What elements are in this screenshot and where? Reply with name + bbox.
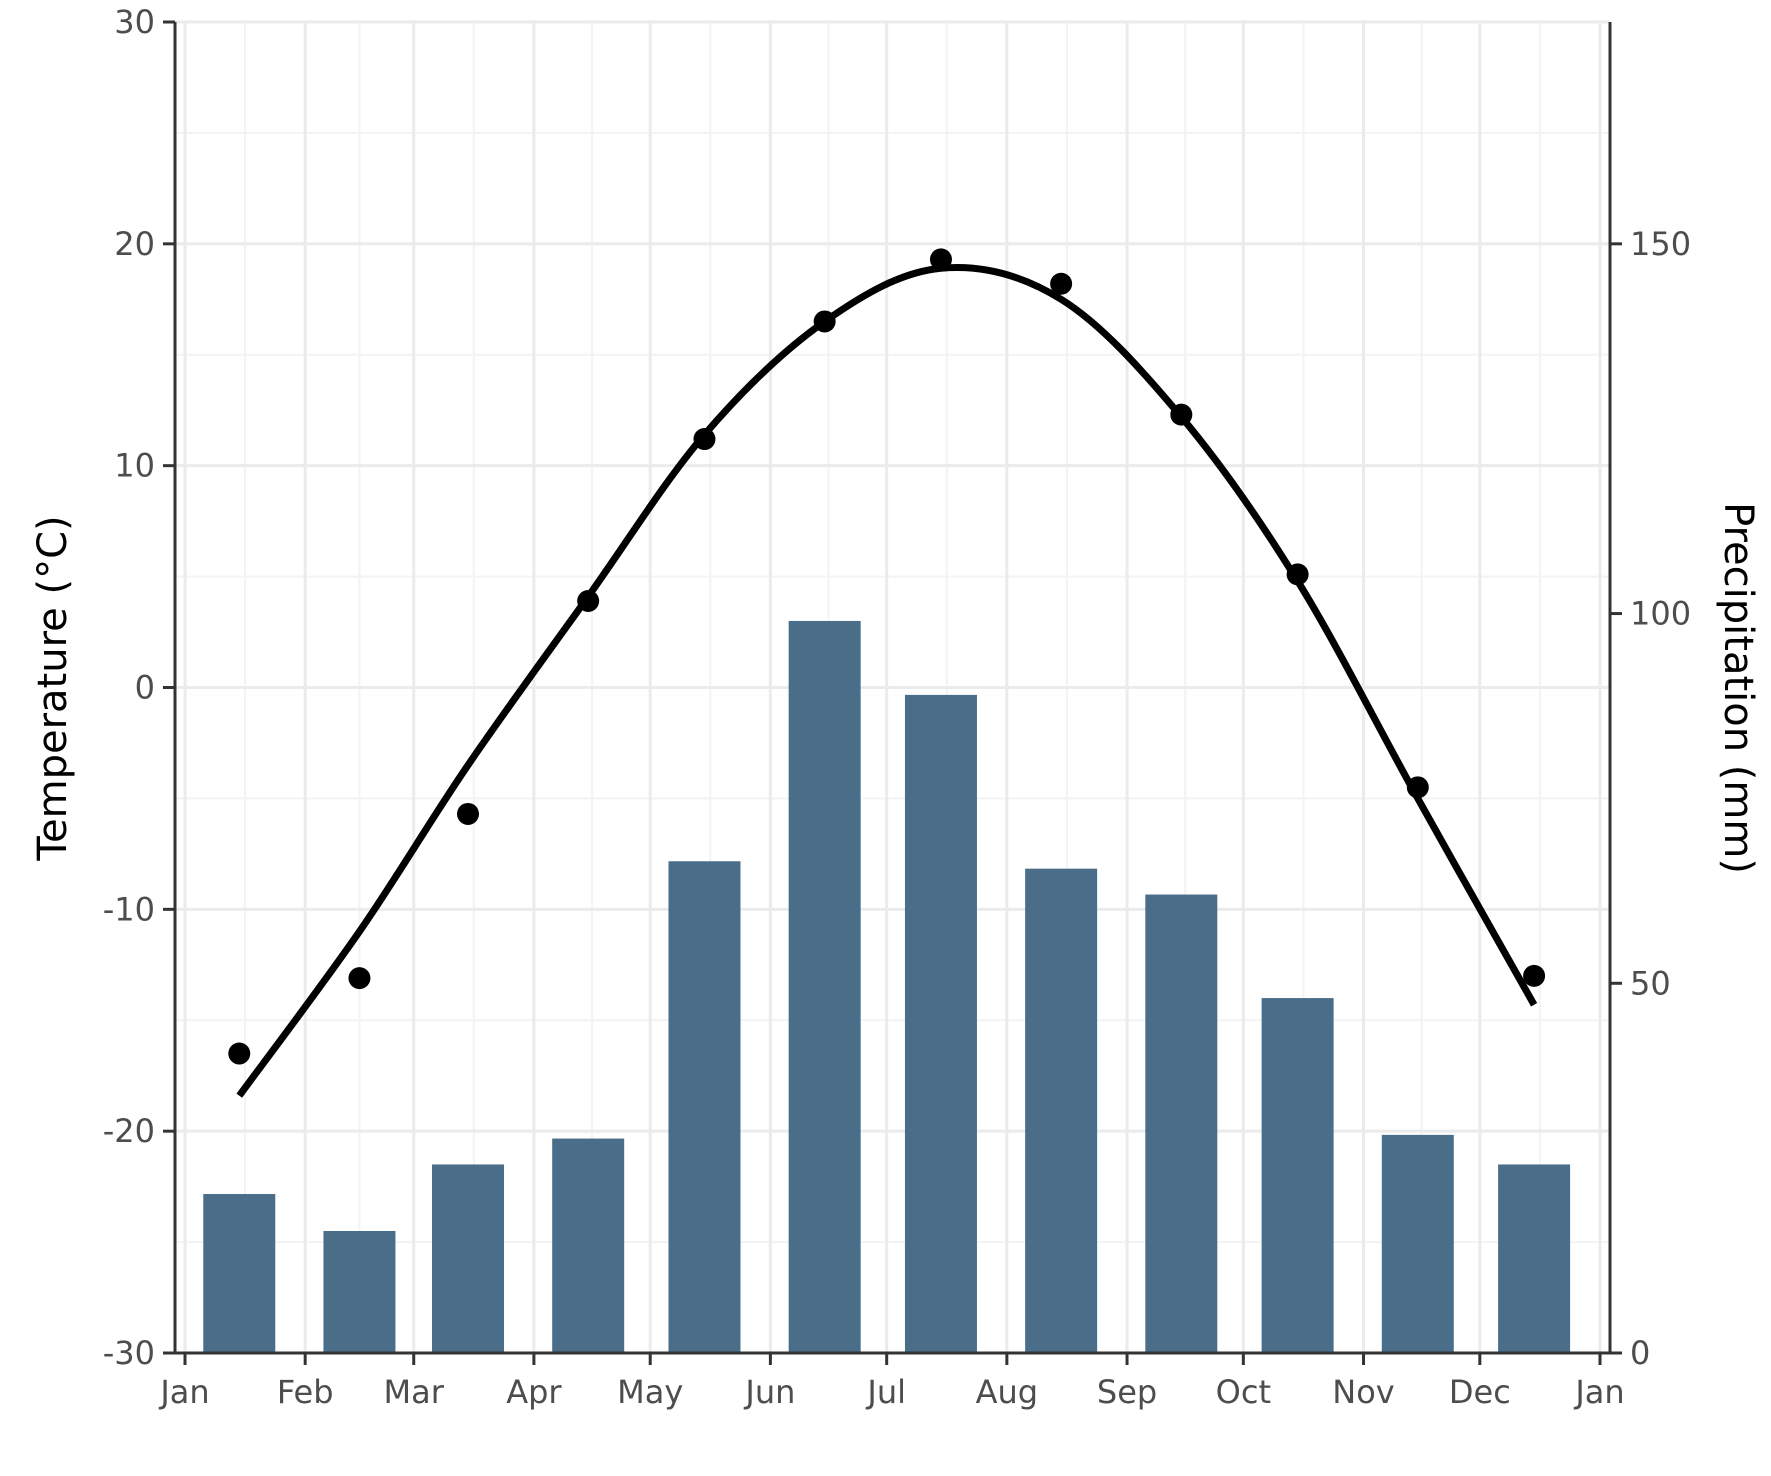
- precipitation-bar: [1261, 998, 1334, 1353]
- temperature-point: [693, 428, 716, 451]
- x-tick-label: Sep: [1097, 1373, 1157, 1411]
- y-tick-label: -30: [103, 1334, 155, 1372]
- temperature-point: [457, 802, 479, 825]
- x-tick-label: Jun: [743, 1373, 795, 1411]
- temperature-point: [1050, 272, 1073, 295]
- precipitation-bar: [1381, 1134, 1454, 1353]
- x-tick-label: Jan: [158, 1373, 209, 1411]
- y-axis-title: Temperature (°C): [30, 515, 76, 861]
- x-tick-label: Aug: [976, 1373, 1038, 1411]
- x-tick-label: Mar: [384, 1373, 445, 1411]
- temperature-point: [929, 248, 952, 271]
- temperature-point: [348, 967, 371, 990]
- x-tick-label: May: [617, 1373, 683, 1411]
- temperature-point: [1286, 563, 1309, 586]
- precipitation-bar: [1498, 1164, 1571, 1353]
- precipitation-bars: [203, 620, 1571, 1353]
- x-tick-label: Apr: [506, 1373, 562, 1411]
- precipitation-bar: [788, 620, 861, 1353]
- precipitation-bar: [668, 861, 741, 1353]
- y-tick-label: -20: [103, 1112, 155, 1150]
- x-tick-label: Dec: [1449, 1373, 1511, 1411]
- x-tick-label: Jul: [865, 1373, 906, 1411]
- temperature-trend-line: [236, 264, 1538, 1098]
- temperature-points: [228, 248, 1546, 1065]
- temperature-point: [1170, 403, 1193, 426]
- y-tick-label: 20: [114, 225, 155, 263]
- x-tick-label: Nov: [1332, 1373, 1394, 1411]
- y2-tick-label: 150: [1630, 225, 1691, 263]
- x-tick-label: Feb: [277, 1373, 334, 1411]
- precipitation-bar: [323, 1230, 396, 1353]
- y2-tick-label: 50: [1630, 964, 1671, 1002]
- x-tick-label: Oct: [1216, 1373, 1271, 1411]
- precipitation-bar: [552, 1138, 625, 1353]
- temperature-point: [1523, 964, 1546, 987]
- y-tick-label: 0: [135, 669, 155, 707]
- precipitation-bar: [203, 1194, 276, 1353]
- temperature-point: [228, 1042, 251, 1065]
- precipitation-bar: [904, 694, 977, 1353]
- axes: [163, 20, 1622, 1365]
- precipitation-bar: [432, 1164, 504, 1353]
- y-tick-label: 10: [114, 447, 155, 485]
- y-tick-label: 30: [114, 3, 155, 41]
- y2-tick-label: 0: [1630, 1334, 1650, 1372]
- x-tick-label: Jan: [1573, 1373, 1624, 1411]
- y-tick-label: -10: [103, 890, 155, 928]
- temperature-point: [813, 310, 836, 333]
- y2-tick-label: 100: [1630, 595, 1691, 633]
- temperature-point: [1406, 776, 1429, 799]
- precipitation-bar: [1145, 894, 1218, 1353]
- precipitation-bar: [1025, 868, 1098, 1353]
- temperature-point: [577, 589, 600, 612]
- y2-axis-title: Precipitation (mm): [1715, 502, 1761, 874]
